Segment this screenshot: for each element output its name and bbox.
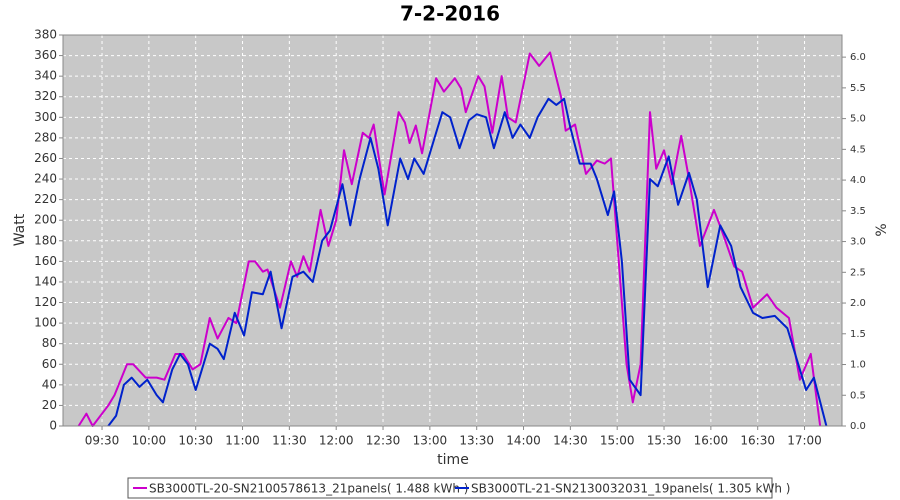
y2-tick-label: 2.0	[850, 298, 866, 309]
y-axis-label: Watt	[12, 213, 28, 246]
y-tick-label: 0	[49, 419, 57, 433]
legend-label: SB3000TL-21-SN2130032031_19panels( 1.305…	[471, 482, 790, 496]
y-tick-label: 260	[34, 151, 57, 165]
x-tick-label: 09:30	[85, 434, 120, 448]
x-tick-label: 16:00	[694, 434, 729, 448]
y-tick-label: 160	[34, 254, 57, 268]
y2-tick-label: 6.0	[850, 52, 866, 63]
y-tick-label: 380	[34, 28, 57, 42]
y-tick-label: 120	[34, 295, 57, 309]
x-tick-label: 15:00	[600, 434, 635, 448]
x-tick-label: 13:30	[459, 434, 494, 448]
y2-axis-label: %	[874, 223, 890, 236]
x-tick-label: 12:30	[366, 434, 401, 448]
y-tick-label: 20	[42, 398, 57, 412]
y2-tick-label: 3.0	[850, 237, 866, 248]
y2-tick-label: 1.0	[850, 360, 866, 371]
y-tick-label: 80	[42, 336, 57, 350]
y-tick-label: 60	[42, 357, 57, 371]
y2-tick-label: 5.0	[850, 114, 866, 125]
y2-tick-label: 5.5	[850, 83, 866, 94]
plot-border	[62, 34, 843, 427]
x-tick-label: 17:00	[787, 434, 822, 448]
y2-tick-label: 0.5	[850, 390, 866, 401]
y-tick-label: 180	[34, 233, 57, 247]
y-tick-label: 200	[34, 213, 57, 227]
x-tick-label: 10:30	[178, 434, 213, 448]
y-tick-label: 360	[34, 48, 57, 62]
y-tick-label: 140	[34, 274, 57, 288]
y2-tick-label: 4.0	[850, 175, 866, 186]
y2-tick-label: 1.5	[850, 329, 866, 340]
y-tick-label: 280	[34, 130, 57, 144]
x-tick-label: 10:00	[132, 434, 167, 448]
x-tick-label: 13:00	[413, 434, 448, 448]
y2-tick-label: 2.5	[850, 267, 866, 278]
series-line	[107, 97, 828, 427]
y-tick-label: 340	[34, 69, 57, 83]
y-tick-label: 240	[34, 172, 57, 186]
x-tick-label: 16:30	[740, 434, 775, 448]
y-tick-label: 40	[42, 377, 57, 391]
x-tick-label: 12:00	[319, 434, 354, 448]
y2-tick-label: 3.5	[850, 206, 866, 217]
y-tick-label: 100	[34, 316, 57, 330]
y-tick-label: 300	[34, 110, 57, 124]
y-tick-label: 220	[34, 192, 57, 206]
x-tick-label: 14:00	[506, 434, 541, 448]
plot-area	[63, 35, 842, 426]
x-axis-label: time	[437, 452, 469, 468]
y2-tick-label: 0.0	[850, 421, 866, 432]
x-tick-label: 14:30	[553, 434, 588, 448]
x-tick-label: 15:30	[647, 434, 682, 448]
y2-tick-label: 4.5	[850, 144, 866, 155]
chart-title: 7-2-2016	[400, 2, 500, 26]
y-tick-label: 320	[34, 89, 57, 103]
legend-box	[127, 477, 773, 499]
x-tick-label: 11:00	[225, 434, 260, 448]
legend-label: SB3000TL-20-SN2100578613_21panels( 1.488…	[149, 482, 468, 496]
x-tick-label: 11:30	[272, 434, 307, 448]
